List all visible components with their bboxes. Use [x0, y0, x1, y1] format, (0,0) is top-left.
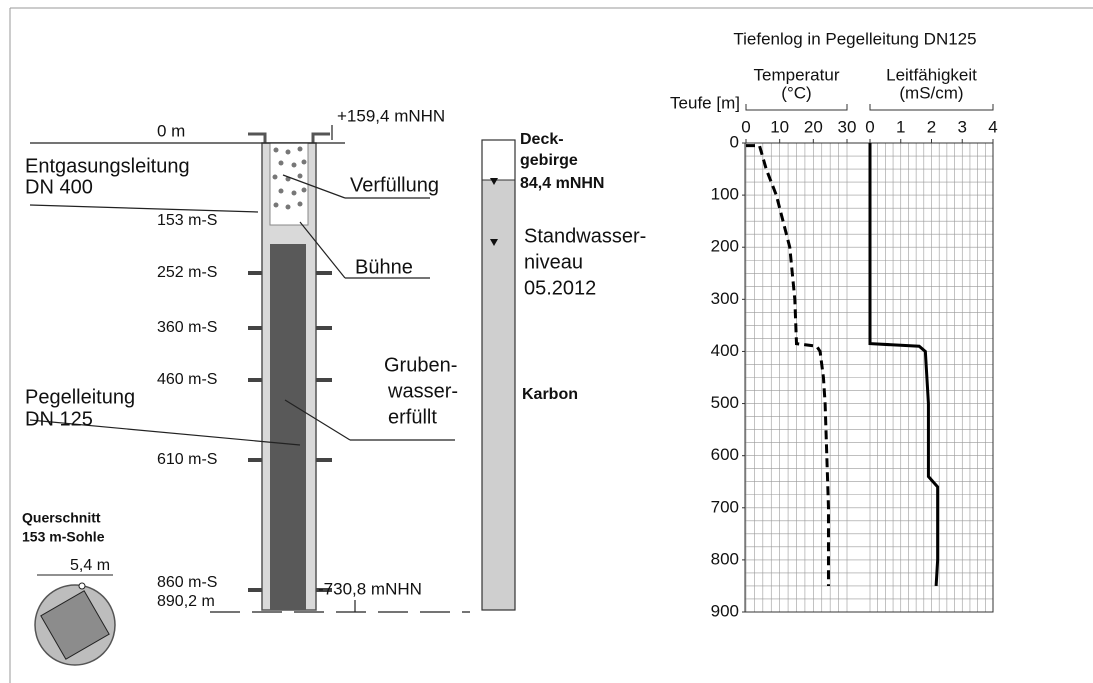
overburden-label: 84,4 mNHN [520, 175, 604, 192]
mine-water-label: wasser- [387, 380, 458, 402]
cross-section-label: 153 m-Sohle [22, 529, 105, 545]
y-tick-label: 500 [711, 393, 739, 412]
axis-bracket [746, 104, 847, 110]
depth-top: 0 m [157, 121, 185, 140]
level-label: 360 m-S [157, 319, 217, 336]
level-label: 252 m-S [157, 264, 217, 281]
level-label: 153 m-S [157, 212, 217, 229]
y-axis-label: Teufe [m] [670, 93, 740, 112]
mine-water-label: erfüllt [388, 406, 437, 428]
depth-log: Tiefenlog in Pegelleitung DN125 Teufe [m… [670, 29, 998, 620]
chart-title: Tiefenlog in Pegelleitung DN125 [733, 29, 976, 48]
level-label: 610 m-S [157, 451, 217, 468]
axis-bracket [870, 104, 993, 110]
y-tick-label: 800 [711, 549, 739, 568]
y-tick-label: 300 [711, 289, 739, 308]
y-tick-label: 400 [711, 341, 739, 360]
x-tick-label: 20 [804, 117, 823, 136]
x-tick-label: 30 [838, 117, 857, 136]
y-tick-label: 200 [711, 237, 739, 256]
page: +159,4 mNHN 0 m Entgasungsleitung DN 400… [0, 0, 1093, 683]
y-tick-label: 700 [711, 497, 739, 516]
mine-water-label: Gruben- [384, 354, 457, 376]
y-tick-label: 100 [711, 185, 739, 204]
diameter-label: 5,4 m [70, 557, 110, 574]
x-tick-label: 1 [896, 117, 905, 136]
lithology-column [482, 140, 515, 610]
elevation-bottom: -730,8 mNHN [318, 579, 422, 598]
backfill-label: Verfüllung [350, 174, 439, 196]
overburden-label: gebirge [520, 152, 578, 169]
depth-bottom: 890,2 m [157, 593, 215, 610]
stage-label: Bühne [355, 256, 413, 278]
x-tick-label: 10 [770, 117, 789, 136]
series-name: Temperatur [754, 65, 840, 84]
series-line [746, 146, 828, 586]
x-tick-label: 3 [958, 117, 967, 136]
y-tick-label: 600 [711, 445, 739, 464]
overburden-label: Deck- [520, 131, 564, 148]
series-unit: (°C) [781, 83, 811, 102]
gauge-pipe-label: Pegelleitung [25, 386, 135, 408]
series-unit: (mS/cm) [899, 83, 963, 102]
x-tick-label: 0 [741, 117, 750, 136]
water-level-label: 05.2012 [524, 277, 596, 299]
pipe-label: Entgasungsleitung [25, 155, 190, 177]
series-name: Leitfähigkeit [886, 65, 977, 84]
cross-section-label: Querschnitt [22, 510, 101, 526]
water-level-label: Standwasser- [524, 225, 646, 247]
y-tick-label: 0 [730, 132, 739, 151]
x-tick-label: 4 [988, 117, 997, 136]
elevation-top: +159,4 mNHN [337, 106, 445, 125]
cross-section-drawing [35, 575, 115, 665]
x-tick-label: 2 [927, 117, 936, 136]
pipe-label: DN 400 [25, 176, 93, 198]
level-label: 460 m-S [157, 371, 217, 388]
level-label: 860 m-S [157, 574, 217, 591]
y-tick-label: 900 [711, 601, 739, 620]
x-tick-label: 0 [865, 117, 874, 136]
water-level-label: niveau [524, 251, 583, 273]
labels: +159,4 mNHN 0 m Entgasungsleitung DN 400… [22, 106, 646, 610]
gauge-pipe-label: DN 125 [25, 408, 93, 430]
karbon-label: Karbon [522, 386, 578, 403]
